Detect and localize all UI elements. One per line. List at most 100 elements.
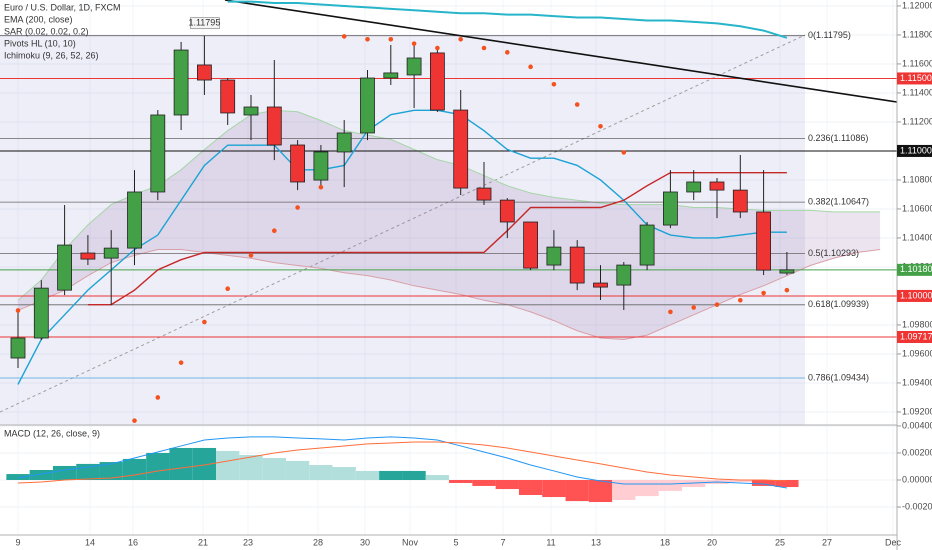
- sar-dot: [365, 36, 370, 42]
- candle-body: [266, 106, 282, 146]
- candle-body: [406, 57, 422, 76]
- sar-dot: [528, 64, 533, 70]
- x-tick-label: 28: [313, 537, 323, 547]
- price-label-box: [897, 289, 932, 302]
- macd-line: [17, 436, 787, 489]
- candle-body: [779, 269, 795, 274]
- macd-bar: [146, 452, 170, 480]
- x-tick-label: 16: [128, 537, 138, 547]
- cloud-fill: [18, 110, 881, 340]
- candle-body: [10, 337, 26, 359]
- sar-dot: [458, 36, 464, 42]
- sar-dot: [621, 150, 627, 155]
- macd-bar: [285, 460, 310, 480]
- candle-body: [686, 181, 702, 193]
- sar-dot: [481, 45, 487, 51]
- indicator-line: [17, 109, 787, 385]
- x-tick-label: Dec: [885, 537, 902, 547]
- macd-bar: [751, 480, 776, 486]
- signal-line: [17, 441, 787, 484]
- macd-bar: [192, 447, 217, 480]
- candle-body: [429, 52, 445, 111]
- sar-dot: [761, 290, 766, 296]
- sar-dot: [272, 228, 277, 233]
- macd-title: MACD (12, 26, close, 9): [4, 428, 100, 438]
- axes: 1.12000 1.11800 1.11600 1.11400 1.11200 1.110…: [15, 0, 932, 547]
- sar-dot: [784, 287, 790, 293]
- fib-label: 0.786(1.09434): [808, 372, 869, 382]
- sar-dot: [411, 41, 417, 46]
- x-tick-label: 7: [500, 537, 505, 547]
- x-tick-label: 30: [360, 537, 370, 547]
- sar-dot: [388, 36, 394, 42]
- fib-trend: [0, 34, 806, 413]
- price-label-box: [897, 144, 932, 157]
- candle-body: [732, 189, 748, 213]
- pivot-label: 1.11795: [188, 18, 220, 28]
- sar-dot: [155, 395, 161, 400]
- candle-body: [523, 221, 538, 269]
- sar-dot: [551, 81, 557, 87]
- y-tick-label: 1.09400: [902, 377, 932, 387]
- x-tick-label: 13: [591, 537, 601, 547]
- x-tick-label: 25: [775, 537, 785, 547]
- candle-body: [57, 244, 72, 291]
- sar-dot: [598, 123, 603, 129]
- legend-item: EMA (200, close): [4, 14, 73, 24]
- sar-dot: [225, 286, 230, 291]
- price-label-box: [897, 330, 932, 343]
- fib-label: 0.236(1.11086): [808, 133, 868, 143]
- candle-body: [33, 287, 49, 339]
- macd-bar: [99, 462, 123, 480]
- macd-bar: [309, 465, 333, 480]
- sar-dot: [341, 34, 347, 39]
- candle-body: [290, 144, 306, 183]
- sar-dot: [691, 305, 696, 310]
- candle-body: [453, 109, 469, 189]
- price-label: 1.11000: [900, 145, 932, 155]
- macd-bar: [518, 480, 543, 495]
- sar-dot: [202, 319, 207, 325]
- macd-bar: [495, 480, 519, 490]
- y-tick-label: 1.12000: [902, 0, 932, 10]
- x-tick-label: 9: [15, 537, 20, 547]
- sar-dot: [435, 45, 440, 51]
- fib-label: 0.618(1.09939): [808, 299, 869, 309]
- x-tick-label: 23: [243, 537, 253, 547]
- x-tick-label: 5: [453, 537, 458, 547]
- x-tick-label: Nov: [402, 537, 419, 547]
- macd-pane: [6, 436, 799, 503]
- macd-bar: [332, 467, 356, 480]
- candle-body: [639, 224, 655, 266]
- y-tick-label: 1.11800: [902, 29, 932, 39]
- legend-item: Pivots HL (10, 10): [4, 38, 76, 48]
- macd-bar: [588, 480, 613, 503]
- price-label: 1.10180: [900, 264, 932, 274]
- macd-bar: [449, 480, 473, 483]
- candle-body: [196, 64, 212, 81]
- y-tick-label: 1.11600: [902, 58, 932, 68]
- y-tick-label: 0.00000: [902, 474, 932, 484]
- macd-bar: [402, 470, 426, 480]
- macd-bar: [612, 480, 636, 500]
- price-label-box: [897, 72, 932, 85]
- x-tick-label: 11: [546, 537, 555, 547]
- y-tick-label: 1.09600: [902, 348, 932, 358]
- macd-bar: [216, 450, 240, 480]
- x-tick-label: 27: [822, 537, 832, 547]
- y-tick-label: 1.09800: [902, 319, 932, 329]
- y-tick-label: -0.00200: [902, 501, 932, 511]
- price-label: 1.11500: [900, 73, 932, 83]
- macd-bar: [6, 474, 30, 480]
- macd-bar: [122, 458, 147, 480]
- fib-label: 0(1.11795): [808, 30, 851, 40]
- macd-bar: [425, 475, 450, 480]
- chart-title: Euro / U.S. Dollar, 1D, FXCM: [4, 2, 121, 12]
- candle-body: [709, 181, 725, 191]
- macd-bar: [775, 480, 799, 488]
- sar-dot: [248, 253, 254, 258]
- sar-dot: [574, 102, 580, 107]
- pivot-box: [190, 17, 220, 30]
- macd-bar: [262, 457, 286, 480]
